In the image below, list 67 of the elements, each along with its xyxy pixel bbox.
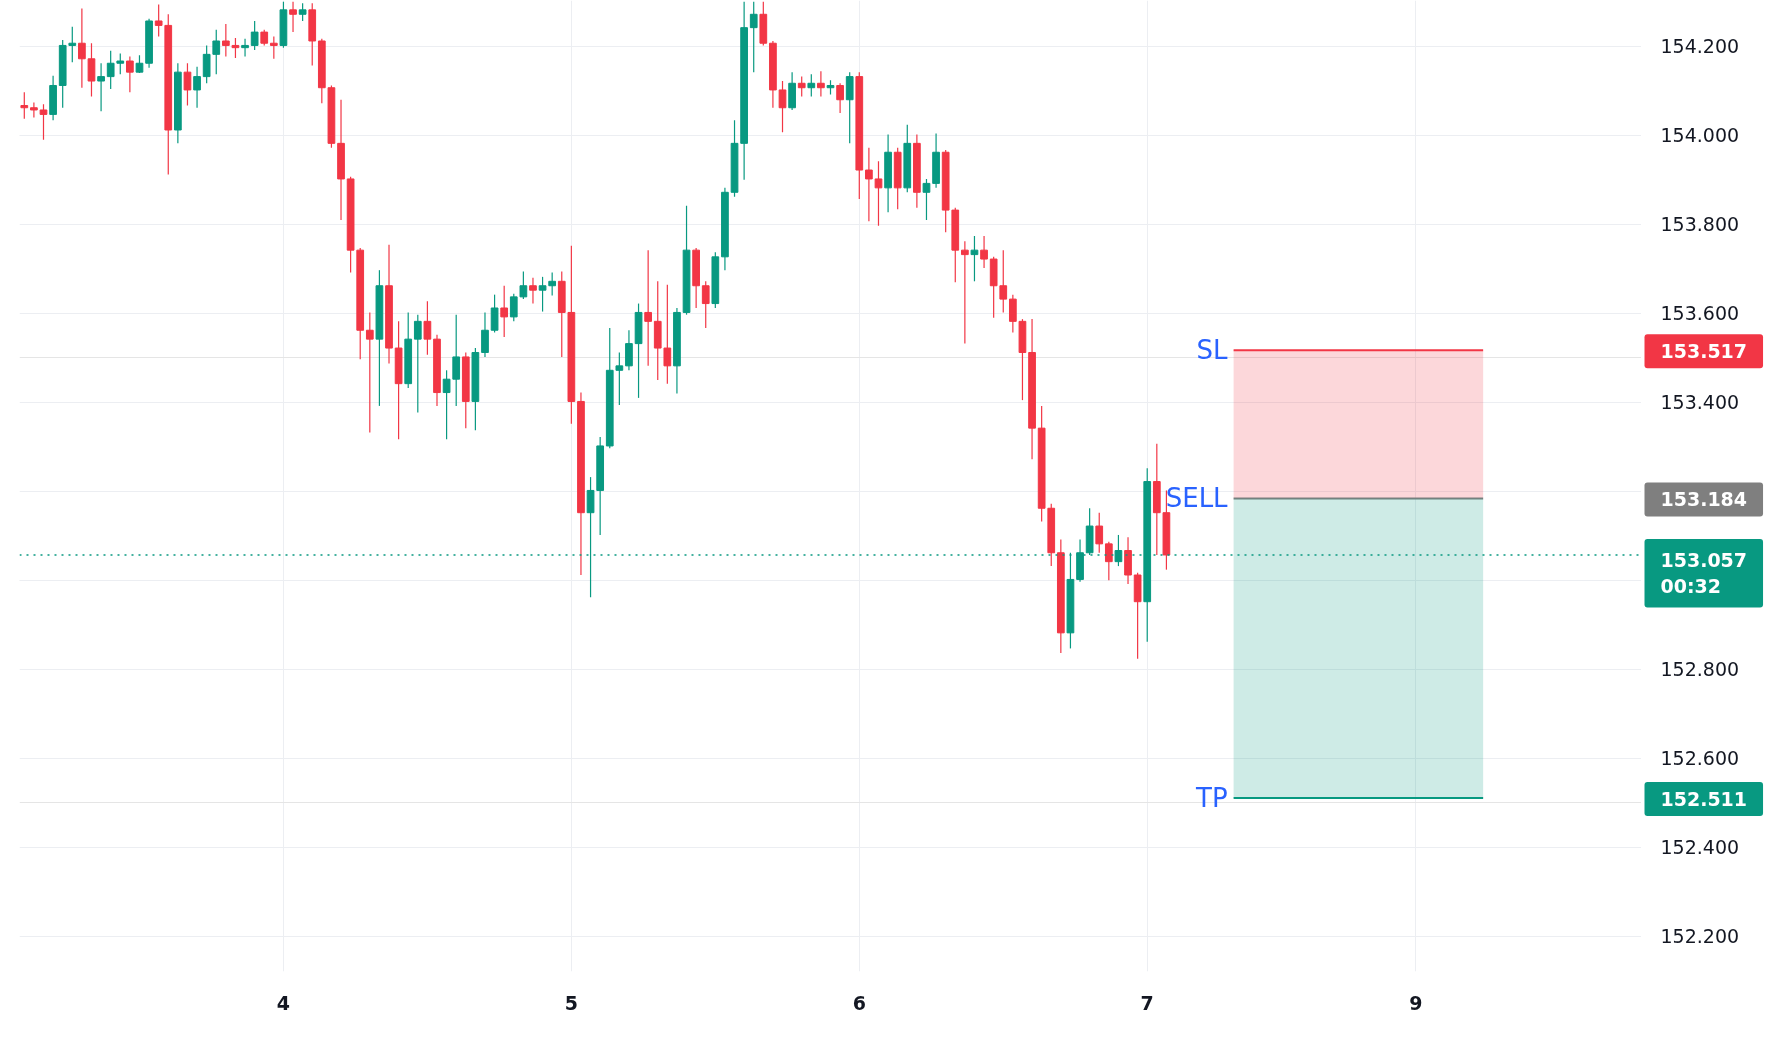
candlestick xyxy=(625,329,633,371)
text: 153.517 xyxy=(1660,340,1748,363)
candlestick xyxy=(30,101,38,119)
candlestick xyxy=(615,351,624,406)
candlestick xyxy=(970,235,979,282)
candlestick xyxy=(116,52,125,75)
x-tick-label: 7 xyxy=(1140,991,1154,1014)
candlestick xyxy=(289,1,297,33)
series-label: SL xyxy=(1196,335,1229,366)
candlestick xyxy=(807,73,816,98)
text: 152.511 xyxy=(1660,787,1748,810)
candlestick xyxy=(241,38,249,58)
y-tick-label: 154.000 xyxy=(1660,124,1740,147)
candlestick xyxy=(250,20,259,51)
ref-line-label: 153.057 00:32 xyxy=(1660,548,1748,598)
candlestick xyxy=(183,62,192,107)
x-tick-label: 4 xyxy=(276,991,291,1014)
candlestick xyxy=(865,147,873,222)
candlestick xyxy=(1095,512,1104,554)
candlestick xyxy=(126,55,134,93)
candlestick xyxy=(961,240,969,345)
y-tick-label: 152.800 xyxy=(1660,658,1740,681)
y-tick-label: 152.400 xyxy=(1660,836,1740,859)
candlestick xyxy=(519,270,528,300)
x-tick-label: 6 xyxy=(852,991,866,1014)
candlestick xyxy=(87,42,96,98)
candlestick xyxy=(500,285,509,338)
candlestick xyxy=(413,314,422,414)
candlestick xyxy=(663,284,672,385)
candlestick xyxy=(423,300,432,356)
candlestick xyxy=(797,76,806,98)
y-tick-label: 153.600 xyxy=(1660,302,1740,325)
candlestick xyxy=(922,178,931,221)
candlestick xyxy=(817,70,825,98)
candlestick xyxy=(548,271,557,297)
y-tick-label: 153.800 xyxy=(1660,213,1740,236)
x-tick-label: 5 xyxy=(564,991,578,1014)
candlestick xyxy=(39,103,48,141)
candlestick xyxy=(509,293,518,322)
candlestick xyxy=(644,249,652,367)
candlestick xyxy=(778,80,787,133)
candlestick xyxy=(481,311,489,358)
candlestick xyxy=(836,82,844,114)
candlestick xyxy=(874,160,883,227)
candlestick xyxy=(980,235,988,269)
candlestick xyxy=(106,50,115,90)
candlestick xyxy=(1104,541,1113,581)
candlestick xyxy=(701,280,710,329)
series-label: TP xyxy=(1195,782,1228,813)
candlestick xyxy=(845,71,854,144)
series-label: SELL xyxy=(1165,483,1229,514)
y-tick-label: 154.200 xyxy=(1660,35,1740,58)
candlestick xyxy=(269,35,278,60)
x-tick-label: 9 xyxy=(1409,991,1423,1014)
candlestick xyxy=(749,1,758,73)
candlestick xyxy=(538,276,547,313)
candlestick xyxy=(78,7,86,89)
candlestick xyxy=(529,277,537,305)
candlestick xyxy=(193,66,201,109)
candlestick xyxy=(490,294,499,334)
y-tick-label: 152.600 xyxy=(1660,747,1740,770)
candlestick xyxy=(20,91,29,120)
text: 153.184 xyxy=(1660,488,1748,511)
y-tick-label: 153.400 xyxy=(1660,391,1740,414)
candlestick xyxy=(97,62,105,112)
y-tick-label: 152.200 xyxy=(1660,925,1740,948)
candlestick xyxy=(365,311,374,434)
